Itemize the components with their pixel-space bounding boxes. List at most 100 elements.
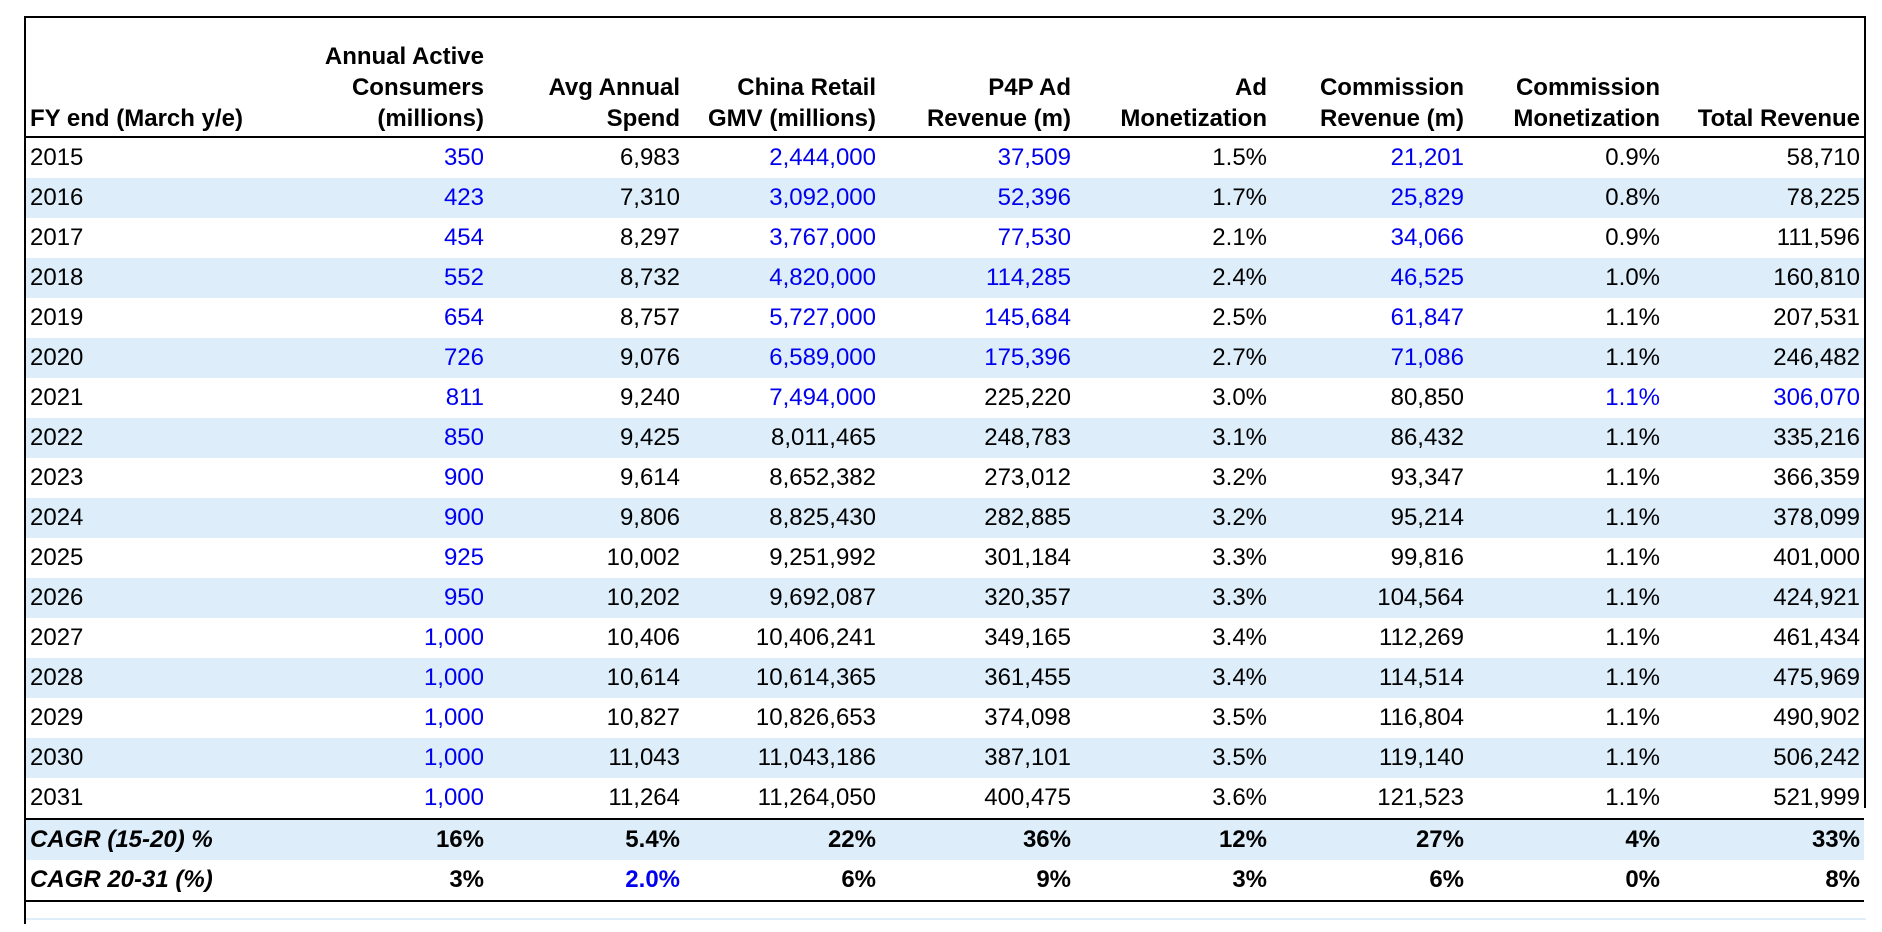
cell-total-revenue[interactable]: 424,921	[1664, 578, 1864, 618]
cell-p4p-ad-revenue[interactable]: 37,509	[997, 144, 1071, 171]
cell-gmv[interactable]: 9,251,992	[769, 544, 876, 571]
summary-cell-p4p-ad-revenue[interactable]: 9%	[880, 860, 1075, 902]
cell-ad-monetization[interactable]: 3.4%	[1075, 658, 1271, 698]
cell-avg-spend[interactable]: 10,827	[606, 704, 680, 731]
summary-cell-commission-revenue[interactable]: 6%	[1271, 860, 1468, 902]
cell-active-consumers[interactable]: 654	[443, 304, 484, 331]
cell-fy[interactable]: 2031	[30, 784, 84, 811]
cell-total-revenue[interactable]: 246,482	[1664, 338, 1864, 378]
header-annual-active-consumers[interactable]: Annual Active Consumers (millions)	[256, 18, 488, 138]
cell-gmv[interactable]: 3,767,000	[769, 224, 876, 251]
cell-gmv[interactable]: 10,406,241	[755, 624, 876, 651]
summary-cell-commission-monetization[interactable]: 0%	[1468, 860, 1664, 902]
summary-cell-active-consumers[interactable]: 3%	[256, 860, 488, 902]
cell-p4p-ad-revenue[interactable]: 77,530	[997, 224, 1071, 251]
cell-ad-monetization[interactable]: 3.1%	[1075, 418, 1271, 458]
cell-commission-monetization[interactable]: 1.1%	[1605, 304, 1660, 331]
cell-avg-spend[interactable]: 11,264	[608, 784, 680, 811]
cell-ad-monetization[interactable]: 3.5%	[1075, 738, 1271, 778]
cell-commission-monetization[interactable]: 0.9%	[1605, 224, 1660, 251]
cell-p4p-ad-revenue[interactable]: 400,475	[984, 784, 1071, 811]
cell-fy[interactable]: 2023	[30, 464, 84, 491]
cell-p4p-ad-revenue[interactable]: 320,357	[880, 578, 1075, 618]
cell-total-revenue[interactable]: 401,000	[1773, 544, 1860, 571]
cell-ad-monetization[interactable]: 3.6%	[1212, 784, 1267, 811]
cell-total-revenue[interactable]: 521,999	[1773, 784, 1860, 811]
cell-commission-monetization[interactable]: 0.9%	[1605, 144, 1660, 171]
cell-total-revenue[interactable]: 207,531	[1773, 304, 1860, 331]
header-p4p-ad-revenue[interactable]: P4P Ad Revenue (m)	[880, 18, 1075, 138]
cell-commission-revenue[interactable]: 119,140	[1271, 738, 1468, 778]
summary-cell-ad-monetization[interactable]: 12%	[1075, 818, 1271, 860]
cell-active-consumers[interactable]: 1,000	[423, 784, 484, 811]
cell-total-revenue[interactable]: 111,596	[1776, 224, 1860, 251]
cell-fy[interactable]: 2028	[26, 658, 256, 698]
cell-fy[interactable]: 2015	[30, 144, 84, 171]
cell-gmv[interactable]: 4,820,000	[684, 258, 880, 298]
cell-active-consumers[interactable]: 850	[256, 418, 488, 458]
cell-p4p-ad-revenue[interactable]: 114,285	[880, 258, 1075, 298]
cell-commission-monetization[interactable]: 1.1%	[1468, 338, 1664, 378]
cell-p4p-ad-revenue[interactable]: 361,455	[880, 658, 1075, 698]
cell-fy[interactable]: 2029	[30, 704, 84, 731]
cell-ad-monetization[interactable]: 2.1%	[1212, 224, 1267, 251]
cell-active-consumers[interactable]: 454	[443, 224, 484, 251]
header-commission-monetization[interactable]: Commission Monetization	[1468, 18, 1664, 138]
summary-label[interactable]: CAGR (15-20) %	[26, 818, 256, 860]
cell-active-consumers[interactable]: 1,000	[256, 738, 488, 778]
cell-commission-monetization[interactable]: 1.1%	[1605, 384, 1660, 411]
cell-total-revenue[interactable]: 461,434	[1773, 624, 1860, 651]
cell-p4p-ad-revenue[interactable]: 301,184	[984, 544, 1071, 571]
cell-gmv[interactable]: 11,264,050	[757, 784, 876, 811]
summary-cell-commission-monetization[interactable]: 4%	[1468, 818, 1664, 860]
cell-commission-monetization[interactable]: 1.0%	[1468, 258, 1664, 298]
cell-commission-revenue[interactable]: 21,201	[1390, 144, 1464, 171]
cell-avg-spend[interactable]: 8,297	[619, 224, 680, 251]
cell-gmv[interactable]: 2,444,000	[769, 144, 876, 171]
summary-cell-gmv[interactable]: 22%	[684, 818, 880, 860]
header-total-revenue[interactable]: Total Revenue	[1664, 18, 1864, 138]
cell-active-consumers[interactable]: 1,000	[423, 704, 484, 731]
cell-avg-spend[interactable]: 7,310	[488, 178, 684, 218]
cell-total-revenue[interactable]: 475,969	[1664, 658, 1864, 698]
cell-avg-spend[interactable]: 9,425	[488, 418, 684, 458]
cell-commission-revenue[interactable]: 25,829	[1271, 178, 1468, 218]
cell-p4p-ad-revenue[interactable]: 225,220	[984, 384, 1071, 411]
cell-commission-revenue[interactable]: 71,086	[1271, 338, 1468, 378]
cell-total-revenue[interactable]: 378,099	[1664, 498, 1864, 538]
cell-active-consumers[interactable]: 726	[256, 338, 488, 378]
cell-ad-monetization[interactable]: 3.2%	[1075, 498, 1271, 538]
cell-avg-spend[interactable]: 9,614	[619, 464, 680, 491]
cell-total-revenue[interactable]: 490,902	[1773, 704, 1860, 731]
cell-avg-spend[interactable]: 10,406	[606, 624, 680, 651]
cell-total-revenue[interactable]: 78,225	[1664, 178, 1864, 218]
cell-fy[interactable]: 2027	[30, 624, 84, 651]
cell-commission-monetization[interactable]: 1.1%	[1468, 498, 1664, 538]
cell-ad-monetization[interactable]: 3.2%	[1212, 464, 1267, 491]
cell-avg-spend[interactable]: 10,614	[488, 658, 684, 698]
cell-gmv[interactable]: 9,692,087	[684, 578, 880, 618]
cell-p4p-ad-revenue[interactable]: 175,396	[880, 338, 1075, 378]
cell-fy[interactable]: 2017	[30, 224, 84, 251]
cell-fy[interactable]: 2019	[30, 304, 84, 331]
cell-commission-monetization[interactable]: 0.8%	[1468, 178, 1664, 218]
header-ad-monetization[interactable]: Ad Monetization	[1075, 18, 1271, 138]
cell-fy[interactable]: 2024	[26, 498, 256, 538]
summary-cell-total-revenue[interactable]: 8%	[1664, 860, 1864, 902]
cell-avg-spend[interactable]: 8,757	[619, 304, 680, 331]
cell-ad-monetization[interactable]: 2.4%	[1075, 258, 1271, 298]
cell-active-consumers[interactable]: 900	[256, 498, 488, 538]
cell-ad-monetization[interactable]: 3.0%	[1212, 384, 1267, 411]
cell-commission-revenue[interactable]: 104,564	[1271, 578, 1468, 618]
cell-avg-spend[interactable]: 10,202	[488, 578, 684, 618]
cell-total-revenue[interactable]: 506,242	[1664, 738, 1864, 778]
cell-ad-monetization[interactable]: 1.7%	[1075, 178, 1271, 218]
header-commission-revenue[interactable]: Commission Revenue (m)	[1271, 18, 1468, 138]
cell-total-revenue[interactable]: 335,216	[1664, 418, 1864, 458]
cell-active-consumers[interactable]: 811	[445, 384, 484, 411]
cell-gmv[interactable]: 10,614,365	[684, 658, 880, 698]
summary-cell-total-revenue[interactable]: 33%	[1664, 818, 1864, 860]
cell-fy[interactable]: 2030	[26, 738, 256, 778]
cell-commission-revenue[interactable]: 114,514	[1271, 658, 1468, 698]
cell-gmv[interactable]: 8,825,430	[684, 498, 880, 538]
